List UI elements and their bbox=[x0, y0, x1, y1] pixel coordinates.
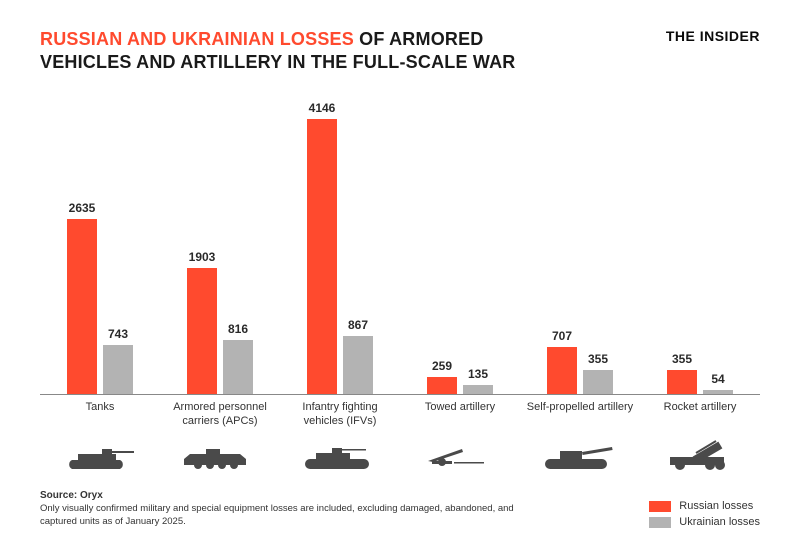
legend: Russian losses Ukrainian losses bbox=[649, 500, 760, 528]
bar-value: 707 bbox=[552, 329, 572, 343]
legend-swatch-russian bbox=[649, 501, 671, 512]
bar-value: 1903 bbox=[189, 250, 216, 264]
bar-russian: 707 bbox=[547, 347, 577, 394]
bar-value: 135 bbox=[468, 367, 488, 381]
category-label: Towed artillery bbox=[400, 401, 520, 429]
title-rest-1: OF ARMORED bbox=[354, 29, 484, 49]
title-block: RUSSIAN AND UKRAINIAN LOSSES OF ARMORED … bbox=[40, 28, 515, 73]
bar-group: 4146867 bbox=[280, 95, 400, 394]
bar-russian: 1903 bbox=[187, 268, 217, 394]
bar-value: 4146 bbox=[309, 101, 336, 115]
bar-group: 259 135 bbox=[400, 95, 520, 394]
bar-value: 54 bbox=[711, 372, 724, 386]
bar-ukrainian: 816 bbox=[223, 340, 253, 394]
category-label: Armored personnel carriers (APCs) bbox=[160, 401, 280, 429]
bar-russian: 259 bbox=[427, 377, 457, 394]
bar-russian: 2635 bbox=[67, 219, 97, 394]
ifv-icon bbox=[280, 435, 400, 475]
title-line-1: RUSSIAN AND UKRAINIAN LOSSES OF ARMORED bbox=[40, 28, 515, 51]
bar-group: 1903816 bbox=[160, 95, 280, 394]
bar-group: 707355 bbox=[520, 95, 640, 394]
bar-value: 867 bbox=[348, 318, 368, 332]
bar-ukrainian: 743 bbox=[103, 345, 133, 394]
category-label: Rocket artillery bbox=[640, 401, 760, 429]
category-label: Infantry fighting vehicles (IFVs) bbox=[280, 401, 400, 429]
brand-logo: THE INSIDER bbox=[666, 28, 760, 44]
source-label: Source: Oryx bbox=[40, 490, 520, 501]
sp-artillery-icon bbox=[520, 435, 640, 475]
bar-value: 743 bbox=[108, 327, 128, 341]
bar-value: 259 bbox=[432, 359, 452, 373]
tank-icon bbox=[40, 435, 160, 475]
bar-ukrainian: 135 bbox=[463, 385, 493, 394]
bar-value: 355 bbox=[672, 352, 692, 366]
category-labels-row: TanksArmored personnel carriers (APCs)In… bbox=[40, 401, 760, 429]
legend-item-russian: Russian losses bbox=[649, 500, 760, 512]
bar-ukrainian: 54 bbox=[703, 390, 733, 394]
chart: 26357431903816414686725913570735535554 bbox=[40, 95, 760, 395]
bar-group: 355 54 bbox=[640, 95, 760, 394]
category-label: Self-propelled artillery bbox=[520, 401, 640, 429]
legend-swatch-ukrainian bbox=[649, 517, 671, 528]
legend-label-ukrainian: Ukrainian losses bbox=[679, 516, 760, 528]
bar-russian: 4146 bbox=[307, 119, 337, 394]
legend-label-russian: Russian losses bbox=[679, 500, 753, 512]
bar-ukrainian: 867 bbox=[343, 336, 373, 394]
vehicle-icons-row bbox=[40, 435, 760, 475]
bar-ukrainian: 355 bbox=[583, 370, 613, 394]
bar-value: 355 bbox=[588, 352, 608, 366]
plot-row: 26357431903816414686725913570735535554 bbox=[40, 95, 760, 395]
bar-value: 2635 bbox=[69, 201, 96, 215]
source-block: Source: Oryx Only visually confirmed mil… bbox=[40, 490, 520, 528]
bar-value: 816 bbox=[228, 322, 248, 336]
legend-item-ukrainian: Ukrainian losses bbox=[649, 516, 760, 528]
bar-group: 2635743 bbox=[40, 95, 160, 394]
footer: Source: Oryx Only visually confirmed mil… bbox=[40, 490, 760, 528]
title-highlight: RUSSIAN AND UKRAINIAN LOSSES bbox=[40, 29, 354, 49]
towed-artillery-icon bbox=[400, 435, 520, 475]
bar-russian: 355 bbox=[667, 370, 697, 394]
header: RUSSIAN AND UKRAINIAN LOSSES OF ARMORED … bbox=[40, 28, 760, 73]
source-note: Only visually confirmed military and spe… bbox=[40, 503, 520, 528]
apc-icon bbox=[160, 435, 280, 475]
category-label: Tanks bbox=[40, 401, 160, 429]
rocket-artillery-icon bbox=[640, 435, 760, 475]
title-line-2: VEHICLES AND ARTILLERY IN THE FULL-SCALE… bbox=[40, 51, 515, 74]
